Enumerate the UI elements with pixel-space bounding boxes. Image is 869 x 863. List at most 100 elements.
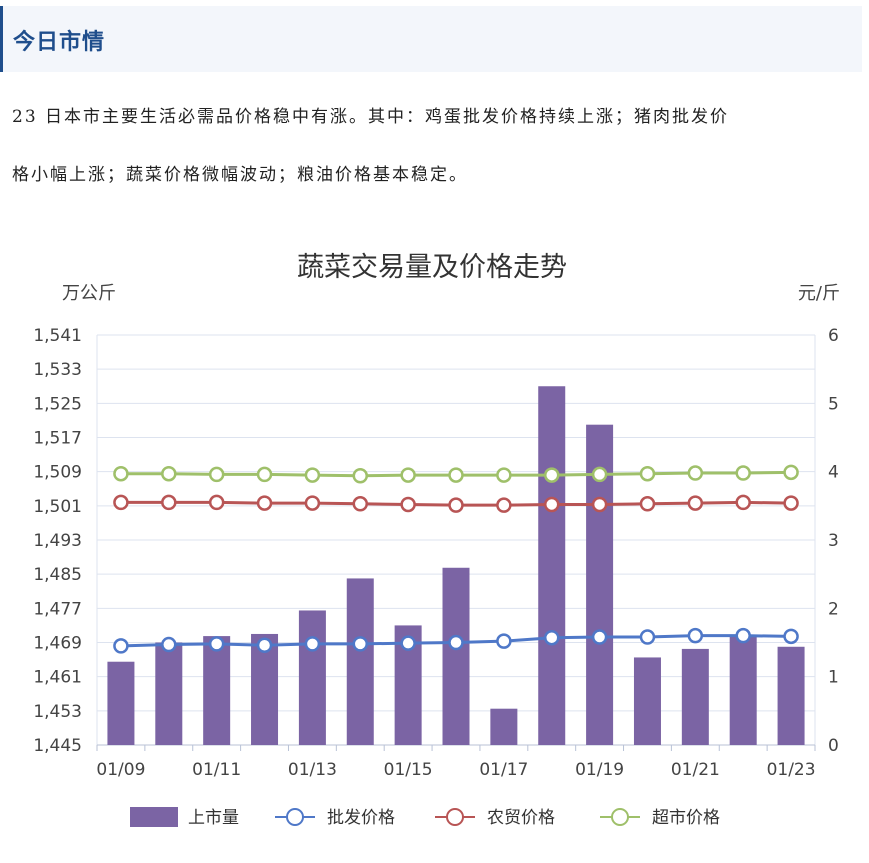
bar: [298, 610, 326, 745]
bar: [729, 636, 757, 745]
data-point: [639, 465, 656, 482]
data-point: [496, 633, 512, 649]
y-left-tick-label: 1,469: [33, 634, 82, 654]
data-point: [304, 495, 321, 511]
data-point: [256, 495, 273, 511]
data-point: [448, 497, 464, 513]
y-right-tick-label: 5: [828, 394, 839, 414]
y-left-tick-label: 1,445: [33, 736, 82, 756]
y-left-tick-label: 1,533: [33, 360, 82, 380]
data-point: [304, 636, 321, 652]
data-point: [400, 467, 416, 483]
y-left-tick-label: 1,517: [33, 429, 82, 449]
data-point: [735, 627, 751, 644]
data-point: [113, 465, 129, 482]
y-right-tick-label: 3: [828, 531, 839, 551]
data-point: [591, 496, 608, 513]
bar: [107, 661, 135, 745]
bar: [203, 636, 231, 745]
x-tick-label: 01/21: [671, 760, 720, 780]
x-tick-label: 01/17: [479, 760, 528, 780]
bar: [777, 646, 805, 745]
data-point: [113, 638, 129, 654]
legend-label: 上市量: [188, 808, 239, 828]
data-point: [256, 637, 273, 653]
data-point: [161, 465, 177, 482]
y-left-tick-label: 1,541: [33, 326, 82, 346]
legend-label: 超市价格: [652, 808, 720, 828]
x-tick-label: 01/13: [288, 760, 337, 780]
legend: 上市量 批发价格 农贸价格 超市价格: [130, 807, 720, 828]
data-point: [256, 466, 273, 483]
y-right-axis-label: 元/斤: [798, 283, 840, 304]
legend-label: 农贸价格: [487, 808, 555, 828]
y-left-tick-label: 1,453: [33, 702, 82, 722]
legend-label: 批发价格: [327, 808, 395, 828]
data-point: [352, 636, 369, 652]
data-point: [687, 465, 704, 481]
summary-line-1: 23 日本市主要生活必需品价格稳中有涨。其中：鸡蛋批发价格持续上涨；猪肉批发价: [12, 107, 730, 127]
data-point: [400, 635, 416, 651]
legend-marker: [446, 808, 464, 826]
x-tick-label: 01/11: [192, 760, 241, 780]
bar: [681, 648, 709, 745]
data-point: [352, 496, 369, 512]
data-point: [639, 629, 656, 645]
plot-area: 1,445 1,453 1,461 1,469 1,477 1,485 1,493 1,501…: [33, 326, 839, 780]
summary-line-2: 格小幅上涨；蔬菜价格微幅波动；粮油价格基本稳定。: [12, 165, 468, 185]
data-point: [448, 467, 464, 483]
bar: [633, 657, 661, 745]
data-point: [639, 496, 656, 512]
x-tick-label: 01/09: [96, 760, 145, 780]
y-right-tick-label: 1: [828, 668, 839, 688]
data-point: [687, 627, 704, 644]
section-header: 今日市情: [0, 6, 862, 72]
data-point: [543, 467, 560, 483]
data-point: [208, 466, 225, 483]
data-point: [304, 467, 321, 483]
y-left-tick-label: 1,485: [33, 565, 82, 585]
data-point: [400, 496, 416, 513]
bar: [155, 642, 183, 745]
bar: [538, 386, 566, 745]
data-point: [783, 464, 799, 481]
y-right-tick-label: 0: [828, 736, 839, 756]
y-right-tick-label: 2: [828, 599, 839, 619]
bar: [346, 578, 374, 745]
data-point: [161, 636, 177, 653]
x-tick-label: 01/19: [575, 760, 624, 780]
data-point: [783, 628, 799, 645]
section-title: 今日市情: [13, 30, 106, 55]
vegetable-chart: 蔬菜交易量及价格走势 万公斤 元/斤 1,445 1,453 1,461 1,469 1…: [33, 252, 840, 828]
y-left-tick-label: 1,525: [33, 394, 82, 414]
legend-marker: [611, 808, 629, 826]
x-tick-label: 01/23: [767, 760, 816, 780]
data-point: [783, 495, 799, 511]
data-point: [543, 496, 560, 513]
data-point: [591, 629, 608, 645]
data-point: [687, 495, 704, 511]
y-right-tick-label: 6: [828, 326, 839, 346]
data-point: [448, 634, 464, 651]
data-point: [113, 494, 129, 511]
data-point: [161, 494, 177, 511]
data-point: [352, 468, 369, 484]
y-left-tick-label: 1,461: [33, 668, 82, 688]
data-point: [496, 497, 512, 513]
y-left-tick-label: 1,493: [33, 531, 82, 551]
y-right-tick-label: 4: [828, 463, 839, 483]
data-point: [735, 494, 751, 511]
chart-title: 蔬菜交易量及价格走势: [297, 252, 567, 283]
data-point: [543, 629, 560, 646]
data-point: [735, 465, 751, 481]
bar: [490, 708, 518, 745]
y-left-axis-label: 万公斤: [62, 283, 116, 304]
x-tick-label: 01/15: [384, 760, 433, 780]
y-left-tick-label: 1,477: [33, 599, 82, 619]
bar: [442, 567, 470, 745]
data-point: [496, 467, 512, 483]
data-point: [591, 466, 608, 483]
legend-marker: [286, 808, 304, 826]
data-point: [208, 636, 225, 652]
y-left-tick-label: 1,509: [33, 463, 82, 483]
